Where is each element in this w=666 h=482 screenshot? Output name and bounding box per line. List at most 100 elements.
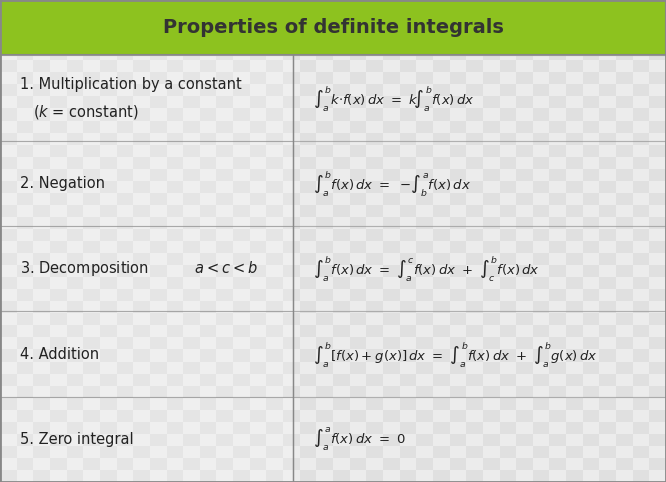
Bar xyxy=(516,325,533,337)
Bar xyxy=(83,434,100,446)
Bar xyxy=(100,48,117,60)
Bar xyxy=(616,24,633,36)
Bar xyxy=(500,253,516,265)
Bar xyxy=(17,398,33,410)
Bar xyxy=(549,36,566,48)
Bar xyxy=(233,169,250,181)
Bar xyxy=(433,12,450,24)
Bar xyxy=(633,386,649,398)
Bar xyxy=(433,205,450,217)
Bar xyxy=(466,470,483,482)
Bar xyxy=(150,193,166,205)
Bar xyxy=(433,157,450,169)
Bar xyxy=(400,337,416,349)
Bar xyxy=(183,422,200,434)
Bar xyxy=(400,289,416,301)
Bar xyxy=(350,84,366,96)
Bar xyxy=(283,72,300,84)
Bar xyxy=(416,458,433,470)
Bar xyxy=(466,265,483,277)
Bar xyxy=(266,241,283,253)
Bar xyxy=(616,349,633,362)
Bar xyxy=(183,458,200,470)
Bar xyxy=(500,72,516,84)
Bar xyxy=(383,12,400,24)
Bar xyxy=(183,374,200,386)
Bar xyxy=(0,193,17,205)
Bar xyxy=(216,349,233,362)
Bar xyxy=(0,337,17,349)
Bar xyxy=(300,277,316,289)
Bar xyxy=(150,446,166,458)
Bar xyxy=(533,48,549,60)
Bar xyxy=(483,422,500,434)
Bar xyxy=(266,277,283,289)
Bar xyxy=(466,12,483,24)
Bar xyxy=(333,410,350,422)
Bar xyxy=(67,120,83,133)
Bar xyxy=(500,0,516,12)
Bar xyxy=(466,120,483,133)
Bar xyxy=(100,386,117,398)
Bar xyxy=(566,133,583,145)
Bar xyxy=(599,410,616,422)
Bar xyxy=(400,205,416,217)
Text: $\int_{a}^{b} f(x)\, dx \ = \ -\!\int_{b}^{a} f(x)\, dx$: $\int_{a}^{b} f(x)\, dx \ = \ -\!\int_{b… xyxy=(313,169,471,198)
Bar xyxy=(566,145,583,157)
Bar xyxy=(433,0,450,12)
Bar xyxy=(200,108,216,120)
Bar xyxy=(549,24,566,36)
Bar xyxy=(17,72,33,84)
Bar xyxy=(633,205,649,217)
Bar xyxy=(316,349,333,362)
Bar xyxy=(566,157,583,169)
Bar xyxy=(117,446,133,458)
Bar xyxy=(350,434,366,446)
Bar xyxy=(117,36,133,48)
Bar xyxy=(117,470,133,482)
Bar xyxy=(200,241,216,253)
Bar xyxy=(250,422,266,434)
Bar xyxy=(250,169,266,181)
Bar xyxy=(166,84,183,96)
Bar xyxy=(649,48,666,60)
Bar xyxy=(283,24,300,36)
Bar xyxy=(350,0,366,12)
Bar xyxy=(250,265,266,277)
Bar xyxy=(616,470,633,482)
Bar xyxy=(150,410,166,422)
Bar xyxy=(633,72,649,84)
Bar xyxy=(566,253,583,265)
Bar xyxy=(117,108,133,120)
Bar xyxy=(83,84,100,96)
Bar xyxy=(500,193,516,205)
Bar xyxy=(599,458,616,470)
Bar xyxy=(117,229,133,241)
Bar xyxy=(616,337,633,349)
Bar xyxy=(283,169,300,181)
Bar xyxy=(233,133,250,145)
Bar xyxy=(150,84,166,96)
Bar xyxy=(633,277,649,289)
Bar xyxy=(200,72,216,84)
Bar xyxy=(599,386,616,398)
Bar xyxy=(599,108,616,120)
Bar xyxy=(150,229,166,241)
Bar xyxy=(366,169,383,181)
Bar xyxy=(17,84,33,96)
Bar xyxy=(566,193,583,205)
Bar xyxy=(50,217,67,229)
Bar xyxy=(333,120,350,133)
Bar xyxy=(216,48,233,60)
Bar xyxy=(649,446,666,458)
Bar xyxy=(33,434,50,446)
Bar xyxy=(533,120,549,133)
Bar xyxy=(549,72,566,84)
Bar xyxy=(483,84,500,96)
Bar xyxy=(433,241,450,253)
Bar xyxy=(450,24,466,36)
Bar xyxy=(0,36,17,48)
Bar xyxy=(500,60,516,72)
Bar xyxy=(67,0,83,12)
Bar xyxy=(566,398,583,410)
